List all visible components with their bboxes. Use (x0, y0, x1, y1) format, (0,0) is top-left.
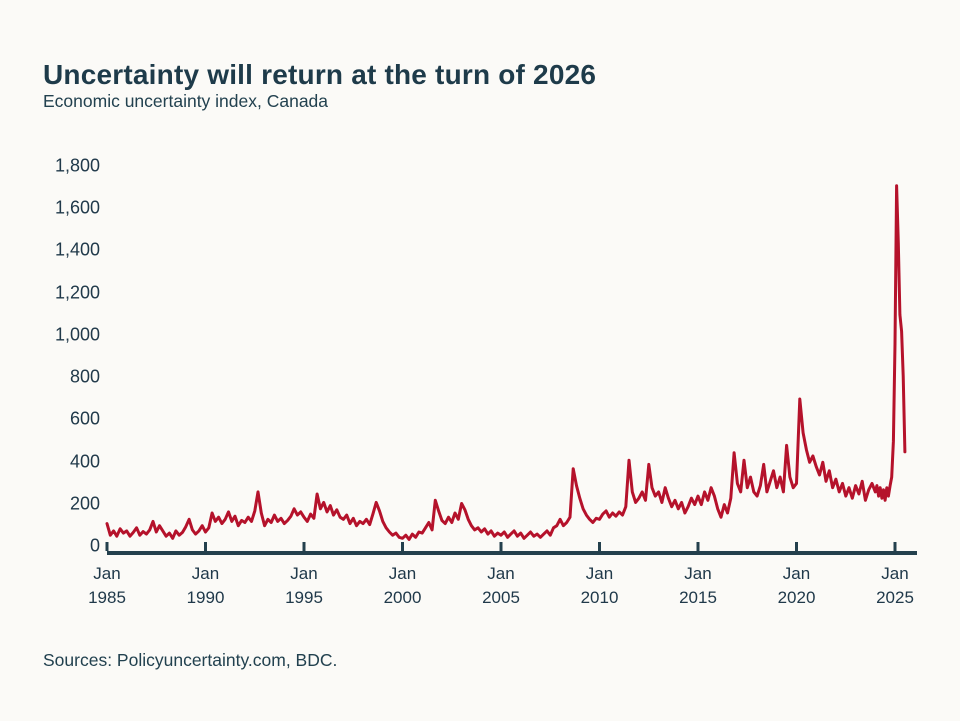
y-tick-label: 0 (89, 535, 100, 556)
x-tick-label: Jan 2010 (580, 564, 619, 607)
y-tick-label: 1,800 (54, 155, 100, 176)
axis-tick (499, 542, 503, 551)
x-tick-label: Jan 1995 (285, 564, 323, 607)
x-tick-label: Jan 2015 (679, 564, 717, 607)
axis-tick (598, 542, 601, 551)
y-tick-label: 1,000 (54, 324, 100, 345)
y-tick-label: 1,200 (54, 282, 100, 303)
y-tick-label: 800 (69, 366, 100, 387)
x-tick-label: Jan 2020 (777, 564, 816, 607)
chart-subtitle: Economic uncertainty index, Canada (43, 91, 329, 111)
y-tick-label: 200 (69, 493, 100, 514)
y-tick-label: 600 (69, 408, 100, 429)
axis-tick (401, 542, 404, 551)
page-title: Uncertainty will return at the turn of 2… (43, 58, 597, 90)
y-tick-label: 400 (69, 451, 100, 472)
uncertainty-line (105, 184, 907, 541)
x-axis-ticks (105, 542, 897, 551)
source-note: Sources: Policyuncertainty.com, BDC. (43, 650, 338, 670)
x-tick-label: Jan 2025 (876, 564, 914, 607)
axis-tick (302, 542, 306, 551)
y-tick-label: 1,400 (54, 239, 100, 260)
line-plot (105, 184, 917, 555)
axis-tick (696, 542, 700, 551)
x-tick-label: Jan 1990 (186, 564, 225, 607)
axis-tick (204, 542, 207, 551)
x-tick-label: Jan 1985 (88, 564, 126, 607)
axis-tick (105, 542, 109, 551)
y-tick-label: 1,600 (54, 197, 100, 218)
axis-tick (795, 542, 798, 551)
x-axis-line (107, 551, 917, 555)
x-tick-label: Jan 2005 (482, 564, 520, 607)
axis-tick (893, 542, 897, 551)
x-tick-label: Jan 2000 (383, 564, 422, 607)
